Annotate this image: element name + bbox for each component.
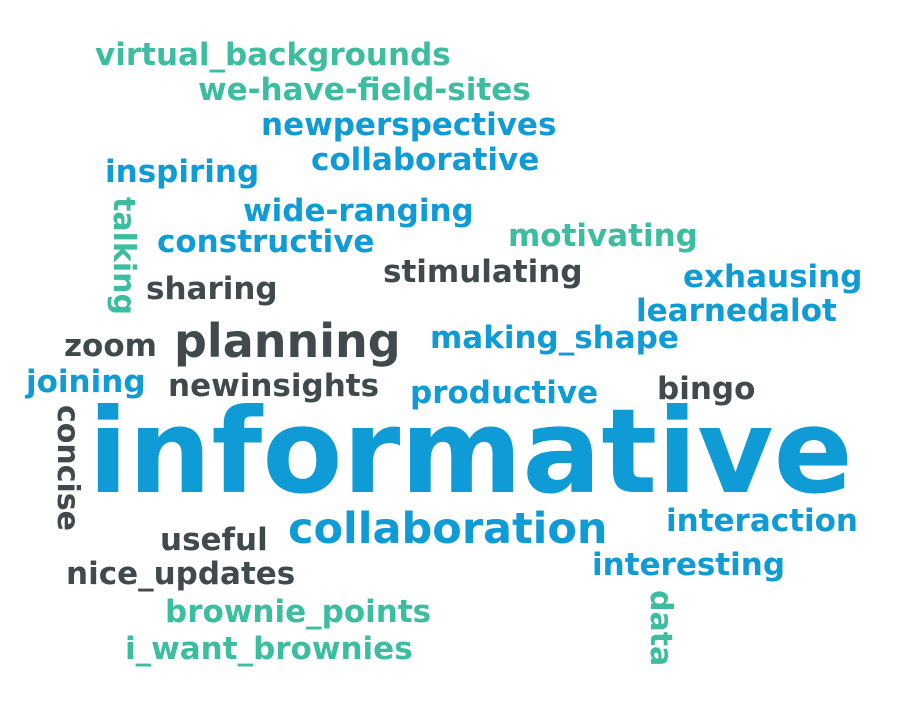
word-joining: joining	[26, 364, 146, 400]
word-i-want-brownies: i_want_brownies	[125, 631, 413, 667]
word-virtual-backgrounds: virtual_backgrounds	[95, 37, 451, 73]
word-planning: planning	[174, 314, 401, 368]
word-learnedalot: learnedalot	[636, 293, 837, 329]
word-wide-ranging: wide-ranging	[243, 193, 474, 229]
word-stimulating: stimulating	[383, 254, 583, 290]
word-we-have-field-sites: we-have-field-sites	[198, 72, 531, 108]
word-talking: talking	[106, 197, 141, 315]
word-constructive: constructive	[157, 224, 375, 260]
word-interesting: interesting	[592, 547, 786, 583]
word-motivating: motivating	[508, 218, 698, 254]
word-data: data	[643, 590, 678, 667]
word-informative: informative	[88, 383, 853, 520]
word-sharing: sharing	[146, 271, 278, 307]
word-bingo: bingo	[657, 371, 756, 407]
word-nice-updates: nice_updates	[66, 556, 296, 592]
word-collaboration: collaboration	[288, 504, 608, 554]
word-collaborative: collaborative	[311, 142, 540, 178]
word-productive: productive	[410, 375, 599, 411]
word-brownie-points: brownie_points	[165, 594, 432, 630]
word-newinsights: newinsights	[168, 368, 380, 404]
word-concise: concise	[50, 405, 85, 532]
word-interaction: interaction	[666, 503, 858, 539]
word-useful: useful	[160, 522, 268, 558]
word-inspiring: inspiring	[105, 154, 260, 190]
word-making-shape: making_shape	[430, 320, 679, 356]
word-newperspectives: newperspectives	[261, 107, 557, 143]
word-zoom: zoom	[64, 328, 157, 364]
word-exhausing: exhausing	[683, 259, 863, 295]
